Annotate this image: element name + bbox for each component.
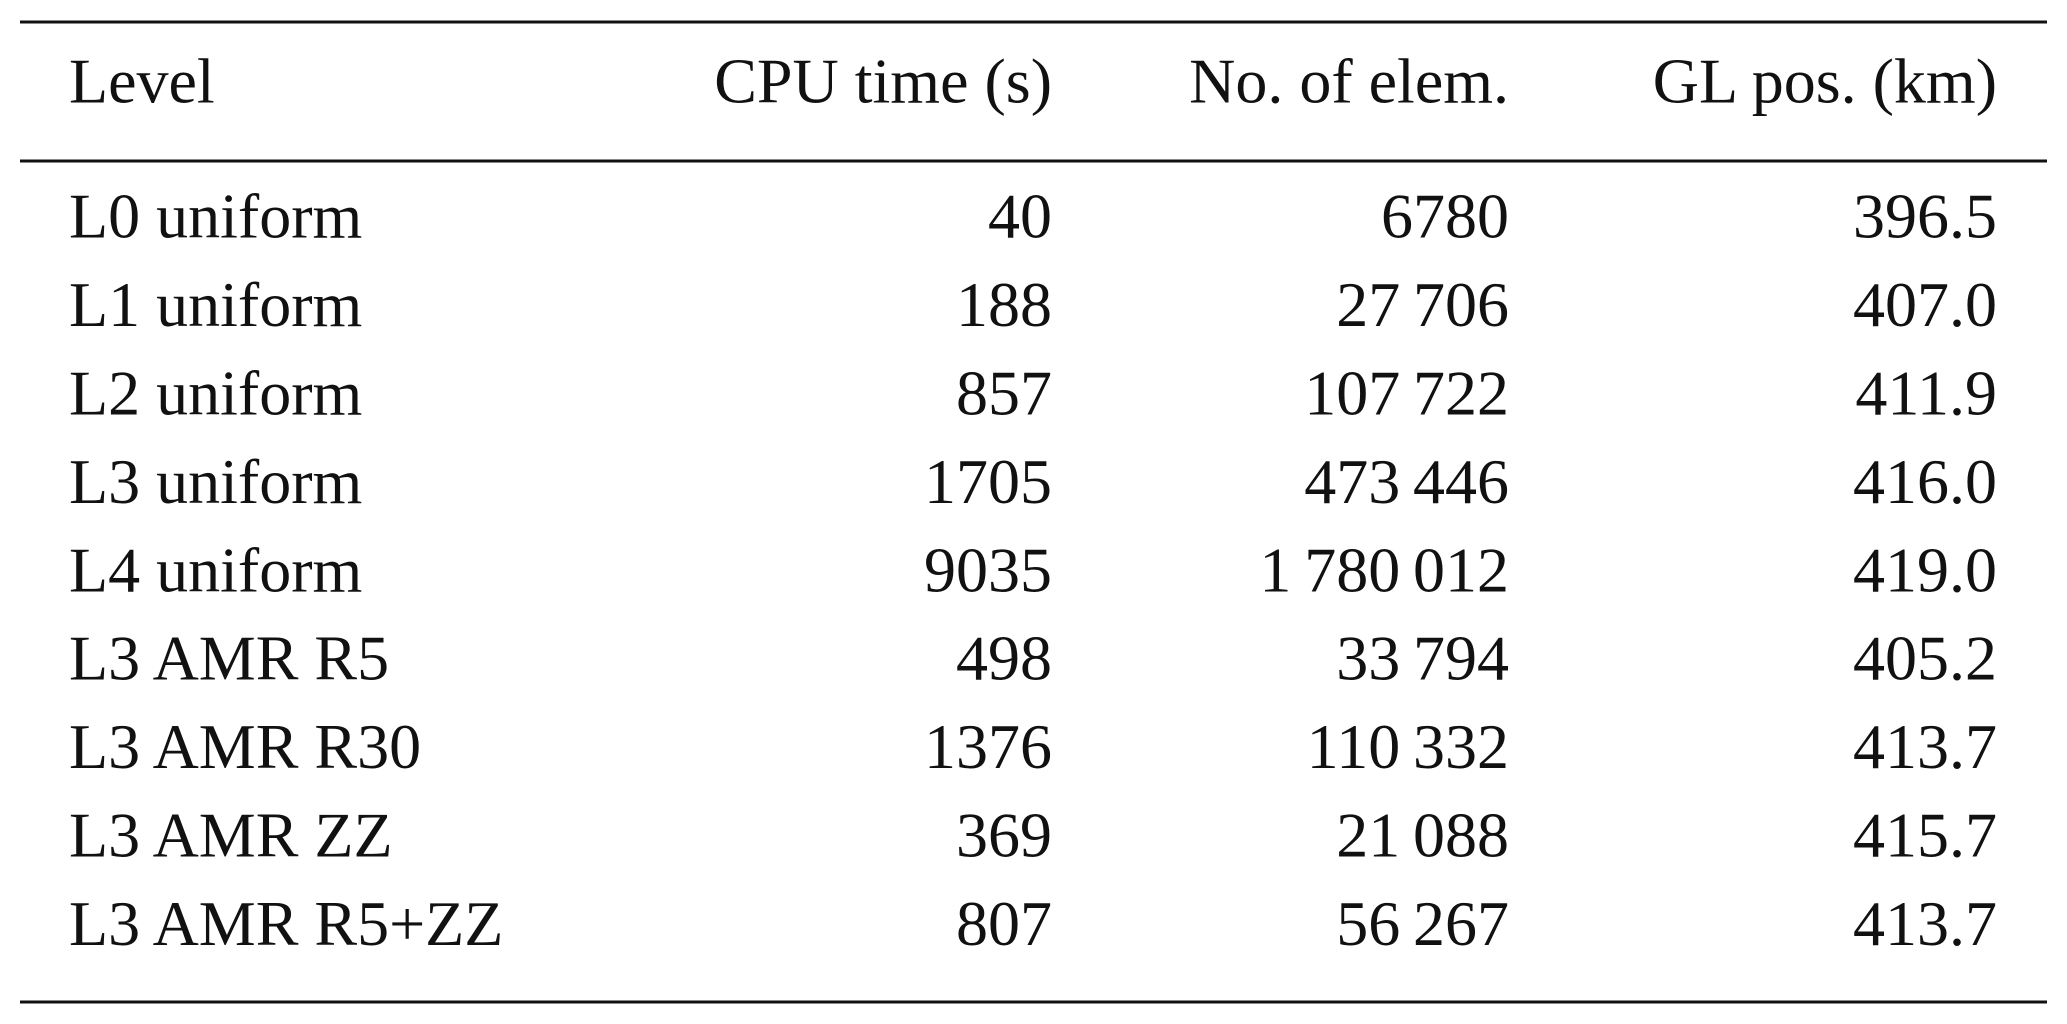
row-label: L3 AMR R5+ZZ [69, 888, 503, 959]
cell: 419.0 [1853, 534, 1997, 605]
cell: 1705 [924, 446, 1052, 517]
row-label: L0 uniform [69, 181, 362, 252]
cell: 413.7 [1853, 711, 1997, 782]
cell: 498 [956, 623, 1052, 694]
cell: 1376 [924, 711, 1052, 782]
row-label: L3 AMR ZZ [69, 799, 393, 870]
cell: 411.9 [1855, 357, 1997, 428]
cell: 9035 [924, 534, 1052, 605]
row-label: L2 uniform [69, 357, 362, 428]
cell: 396.5 [1853, 181, 1997, 252]
cell: 405.2 [1853, 623, 1997, 694]
row-label: L1 uniform [69, 269, 362, 340]
cell: 473 446 [1304, 446, 1509, 517]
cell: 188 [956, 269, 1052, 340]
cell: 857 [956, 357, 1052, 428]
cell: 21 088 [1336, 799, 1509, 870]
cell: 369 [956, 799, 1052, 870]
header-cell: CPU time (s) [714, 46, 1052, 117]
cell: 107 722 [1304, 357, 1509, 428]
header-cell: No. of elem. [1189, 46, 1509, 117]
cell: 407.0 [1853, 269, 1997, 340]
cell: 40 [988, 181, 1052, 252]
cell: 413.7 [1853, 888, 1997, 959]
cell: 110 332 [1307, 711, 1509, 782]
cell: 415.7 [1853, 799, 1997, 870]
cell: 416.0 [1853, 446, 1997, 517]
cell: 6780 [1381, 181, 1509, 252]
cell: 807 [956, 888, 1052, 959]
cell: 27 706 [1336, 269, 1509, 340]
row-label: L3 AMR R5 [69, 623, 389, 694]
row-label: L3 uniform [69, 446, 362, 517]
row-label: L4 uniform [69, 534, 362, 605]
cell: 33 794 [1336, 623, 1509, 694]
cell: 1 780 012 [1259, 534, 1509, 605]
header-cell: Level [69, 46, 215, 117]
cell: 56 267 [1336, 888, 1509, 959]
header-cell: GL pos. (km) [1653, 46, 1997, 117]
row-label: L3 AMR R30 [69, 711, 421, 782]
